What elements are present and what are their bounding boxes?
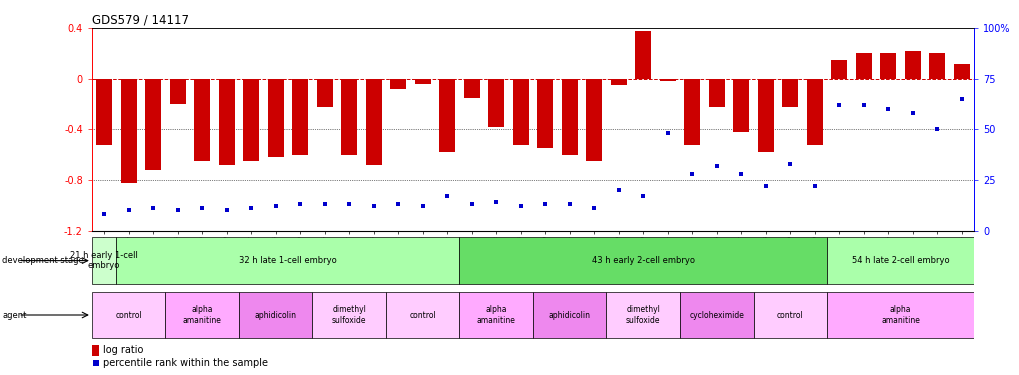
Bar <box>291 79 308 154</box>
Bar <box>340 79 357 154</box>
Text: control: control <box>776 310 803 320</box>
Bar <box>826 292 973 338</box>
Bar <box>120 79 137 183</box>
Text: 21 h early 1-cell
embryо: 21 h early 1-cell embryо <box>70 251 138 270</box>
Bar <box>513 79 528 145</box>
Bar <box>830 60 847 79</box>
Bar <box>635 31 650 79</box>
Bar <box>312 292 385 338</box>
Bar <box>586 79 601 161</box>
Bar <box>806 79 822 145</box>
Bar <box>610 79 626 85</box>
Bar <box>533 292 606 338</box>
Bar <box>561 79 577 154</box>
Text: percentile rank within the sample: percentile rank within the sample <box>103 358 268 368</box>
Bar <box>243 79 259 161</box>
Bar <box>116 237 459 284</box>
Bar <box>390 79 406 89</box>
Text: alpha
amanitine: alpha amanitine <box>476 305 516 325</box>
Bar <box>194 79 210 161</box>
Bar <box>415 79 430 84</box>
Bar <box>606 292 680 338</box>
Bar <box>826 237 973 284</box>
Bar <box>464 79 479 98</box>
Text: control: control <box>409 310 435 320</box>
Bar <box>904 51 920 79</box>
Bar <box>218 79 234 165</box>
Bar <box>267 79 283 157</box>
Bar <box>782 79 798 106</box>
Text: 54 h late 2-cell embryo: 54 h late 2-cell embryo <box>851 256 949 265</box>
Bar <box>953 63 969 79</box>
Bar <box>459 237 826 284</box>
Bar <box>855 54 871 79</box>
Bar <box>733 79 749 132</box>
Text: aphidicolin: aphidicolin <box>255 310 297 320</box>
Bar <box>680 292 753 338</box>
Bar <box>145 79 161 170</box>
Text: 32 h late 1-cell embryo: 32 h late 1-cell embryo <box>238 256 336 265</box>
Bar <box>169 79 185 104</box>
Bar <box>928 54 945 79</box>
Text: alpha
amanitine: alpha amanitine <box>182 305 221 325</box>
Bar <box>366 79 381 165</box>
Bar <box>488 79 503 127</box>
Bar <box>439 79 454 152</box>
Text: dimethyl
sulfoxide: dimethyl sulfoxide <box>626 305 660 325</box>
Bar <box>459 292 533 338</box>
Bar <box>753 292 826 338</box>
Bar <box>879 54 896 79</box>
Bar <box>92 345 100 356</box>
Bar <box>659 79 675 81</box>
Text: agent: agent <box>2 310 26 320</box>
Bar <box>165 292 238 338</box>
Bar <box>757 79 773 152</box>
Text: control: control <box>115 310 142 320</box>
Bar <box>92 292 165 338</box>
Bar <box>537 79 552 148</box>
Text: GDS579 / 14117: GDS579 / 14117 <box>92 14 189 27</box>
Text: development stage: development stage <box>2 256 84 265</box>
Text: cycloheximide: cycloheximide <box>689 310 744 320</box>
Text: log ratio: log ratio <box>103 345 144 355</box>
Bar <box>708 79 725 106</box>
Bar <box>684 79 699 145</box>
Text: aphidicolin: aphidicolin <box>548 310 590 320</box>
Bar <box>92 237 116 284</box>
Text: alpha
amanitine: alpha amanitine <box>880 305 919 325</box>
Text: dimethyl
sulfoxide: dimethyl sulfoxide <box>331 305 366 325</box>
Bar <box>238 292 312 338</box>
Bar <box>96 79 112 145</box>
Bar <box>316 79 332 106</box>
Text: 43 h early 2-cell embryo: 43 h early 2-cell embryo <box>591 256 694 265</box>
Bar <box>385 292 459 338</box>
